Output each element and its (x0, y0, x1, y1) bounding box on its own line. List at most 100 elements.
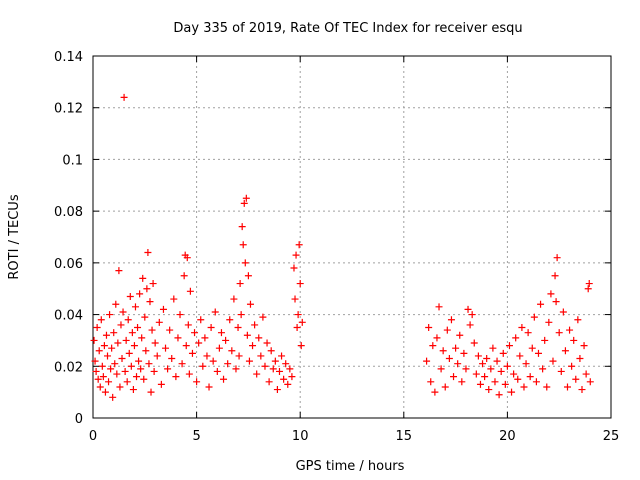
data-point (106, 311, 114, 319)
data-point (149, 280, 157, 288)
data-point (292, 251, 300, 259)
data-point (472, 370, 480, 378)
data-point (193, 378, 201, 386)
data-point (493, 357, 501, 365)
data-point (232, 365, 240, 373)
data-point (470, 339, 478, 347)
plot-frame (92, 55, 612, 419)
data-point (117, 321, 125, 329)
data-point (539, 365, 547, 373)
data-point (245, 357, 253, 365)
data-point (559, 308, 567, 316)
data-point (261, 362, 269, 370)
data-point (530, 313, 538, 321)
data-point (505, 342, 513, 350)
data-point (139, 274, 147, 282)
data-point (450, 373, 458, 381)
data-point (142, 347, 150, 355)
data-point (427, 378, 435, 386)
data-point (107, 365, 115, 373)
data-point (201, 334, 209, 342)
data-point (460, 349, 468, 357)
data-point (532, 378, 540, 386)
data-point (243, 331, 251, 339)
data-point (237, 311, 245, 319)
data-point (126, 292, 134, 300)
axis-ticks: 0 5 10 15 20 25 0 0.02 0.04 0.06 0.08 0.1 0.12 0.14 (54, 50, 619, 444)
data-point (267, 347, 275, 355)
data-point (199, 362, 207, 370)
data-point (100, 342, 108, 350)
data-point (185, 370, 193, 378)
data-point (115, 267, 123, 275)
data-point (503, 362, 511, 370)
data-point (205, 383, 213, 391)
chart-title: Day 335 of 2019, Rate Of TEC Index for r… (173, 21, 522, 36)
data-point (153, 352, 161, 360)
data-point (112, 300, 120, 308)
data-point (423, 357, 431, 365)
data-point (265, 378, 273, 386)
data-point (580, 342, 588, 350)
data-point (97, 316, 105, 324)
data-point (120, 93, 128, 101)
data-point (514, 375, 522, 383)
data-point (491, 378, 499, 386)
data-point (188, 349, 196, 357)
data-point (98, 362, 106, 370)
data-point (141, 313, 149, 321)
data-point (290, 264, 298, 272)
data-point (133, 373, 141, 381)
data-point (146, 298, 154, 306)
data-point (131, 303, 139, 311)
y-tick-label: 0.02 (54, 360, 83, 375)
data-point (102, 331, 110, 339)
data-point (136, 290, 144, 298)
y-tick-label: 0 (75, 412, 83, 427)
data-point (147, 388, 155, 396)
data-point (114, 339, 122, 347)
data-point (228, 347, 236, 355)
data-point (552, 298, 560, 306)
data-point (155, 318, 163, 326)
data-point (551, 272, 559, 280)
x-tick-label: 0 (89, 429, 97, 444)
data-point (555, 329, 563, 337)
data-point (242, 194, 250, 202)
data-point (104, 352, 112, 360)
data-point (585, 280, 593, 288)
data-point (143, 285, 151, 293)
data-point (495, 391, 503, 399)
data-point (508, 388, 516, 396)
data-point (259, 313, 267, 321)
data-point (108, 344, 116, 352)
data-point (94, 375, 102, 383)
data-point (109, 393, 117, 401)
data-point (220, 375, 228, 383)
data-point (217, 329, 225, 337)
y-tick-label: 0.1 (62, 153, 83, 168)
data-point (121, 367, 129, 375)
data-point (222, 336, 230, 344)
data-point (296, 280, 304, 288)
data-point (257, 352, 265, 360)
data-point (269, 365, 277, 373)
data-point (105, 378, 113, 386)
data-point (113, 370, 121, 378)
data-point (437, 365, 445, 373)
data-point (476, 380, 484, 388)
data-point (282, 360, 290, 368)
data-point (119, 308, 127, 316)
data-point (487, 365, 495, 373)
data-point (520, 383, 528, 391)
data-point (541, 336, 549, 344)
data-point (157, 380, 165, 388)
data-point (215, 344, 223, 352)
x-tick-label: 15 (396, 429, 413, 444)
data-point (425, 324, 433, 331)
data-point (429, 342, 437, 350)
data-point (145, 360, 153, 368)
data-point (462, 365, 470, 373)
data-point (483, 355, 491, 363)
data-point (183, 254, 191, 262)
